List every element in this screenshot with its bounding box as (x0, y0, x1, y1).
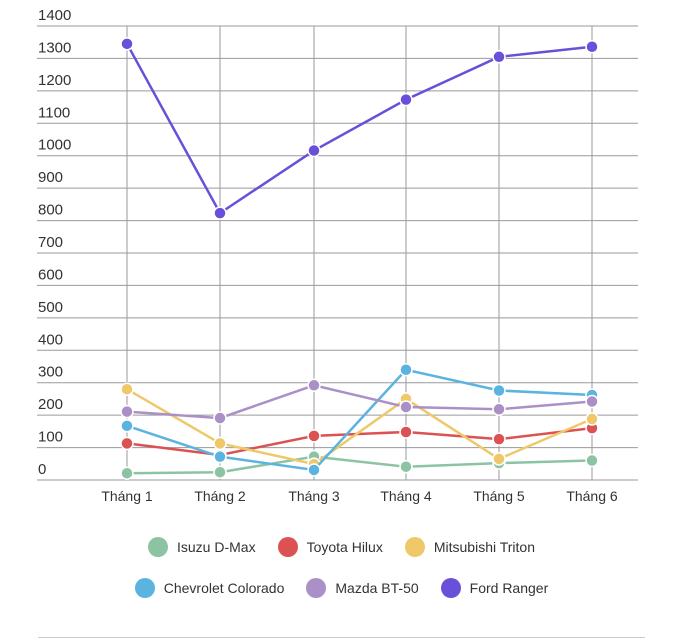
legend-label: Mitsubishi Triton (433, 539, 535, 555)
y-tick-label: 1200 (38, 72, 71, 89)
data-point (399, 425, 413, 439)
data-point (213, 436, 227, 451)
x-tick-label: Tháng 5 (473, 488, 525, 504)
data-point (399, 92, 413, 107)
y-tick-label: 800 (38, 202, 63, 219)
data-point (307, 378, 321, 393)
legend-swatch-icon (306, 578, 327, 598)
series-line-3 (126, 368, 593, 472)
y-tick-label: 1400 (38, 7, 71, 24)
data-point (585, 412, 599, 426)
legend-item[interactable]: Toyota Hilux (277, 537, 383, 557)
data-point (399, 459, 413, 474)
series-line-0 (126, 455, 593, 475)
data-point (585, 394, 599, 409)
data-point (307, 463, 321, 477)
data-point (120, 436, 134, 451)
y-tick-label: 100 (38, 429, 63, 446)
legend-swatch-icon (134, 578, 155, 598)
data-point (399, 362, 413, 377)
y-tick-label: 1000 (38, 137, 71, 154)
legend-swatch-icon (148, 537, 168, 557)
legend-swatch-icon (277, 537, 298, 557)
bottom-divider (38, 637, 645, 638)
y-tick-label: 300 (38, 364, 63, 381)
y-tick-label: 500 (38, 299, 63, 316)
data-point (120, 404, 134, 419)
x-tick-label: Tháng 6 (566, 488, 618, 504)
x-tick-label: Tháng 1 (101, 488, 153, 504)
legend-swatch-icon (440, 578, 461, 598)
data-point (120, 37, 134, 51)
data-point (585, 453, 599, 468)
series-line-5 (125, 43, 593, 215)
x-tick-label: Tháng 4 (380, 488, 432, 504)
legend-label: Toyota Hilux (306, 539, 383, 555)
y-tick-label: 900 (38, 169, 63, 186)
data-point (492, 432, 506, 446)
legend-item[interactable]: Chevrolet Colorado (134, 578, 285, 598)
data-point (492, 50, 506, 64)
data-point (213, 449, 227, 464)
legend-label: Isuzu D-Max (177, 539, 256, 555)
legend-label: Chevrolet Colorado (163, 580, 285, 596)
series-line-1 (126, 426, 593, 457)
data-point (213, 465, 227, 479)
data-point (399, 400, 413, 414)
x-tick-label: Tháng 2 (194, 488, 246, 504)
y-tick-label: 700 (38, 234, 63, 251)
y-tick-label: 1100 (38, 104, 70, 121)
data-point (585, 40, 599, 54)
legend-row-1: Isuzu D-Max Toyota Hilux Mitsubishi Triton (0, 537, 683, 557)
series-line-4 (126, 384, 593, 420)
x-tick-label: Tháng 3 (288, 488, 340, 504)
legend-label: Mazda BT-50 (335, 580, 419, 596)
y-tick-label: 600 (38, 266, 63, 283)
data-point (492, 452, 506, 466)
data-point (492, 402, 506, 417)
series-line-2 (126, 388, 593, 466)
legend-item[interactable]: Mitsubishi Triton (404, 537, 535, 557)
y-tick-label: 200 (38, 396, 63, 413)
legend-row-2: Chevrolet Colorado Mazda BT-50 Ford Ranger (0, 578, 683, 598)
y-tick-label: 400 (38, 331, 63, 348)
legend-label: Ford Ranger (469, 580, 549, 596)
legend-item[interactable]: Isuzu D-Max (148, 537, 256, 557)
data-point (120, 419, 134, 433)
line-chart: 0 100 200 300 400 500 600 700 800 900 1000 1100 1200… (37, 7, 638, 504)
y-tick-label: 1300 (38, 39, 71, 56)
data-point (120, 382, 134, 396)
data-point (213, 411, 227, 425)
legend-item[interactable]: Ford Ranger (440, 578, 549, 598)
data-point (213, 206, 227, 220)
data-point (307, 143, 321, 158)
y-tick-label: 0 (38, 461, 46, 478)
data-point (492, 383, 506, 398)
data-point (120, 466, 134, 480)
data-point (307, 429, 321, 443)
legend-item[interactable]: Mazda BT-50 (306, 578, 419, 598)
legend-swatch-icon (404, 537, 425, 557)
